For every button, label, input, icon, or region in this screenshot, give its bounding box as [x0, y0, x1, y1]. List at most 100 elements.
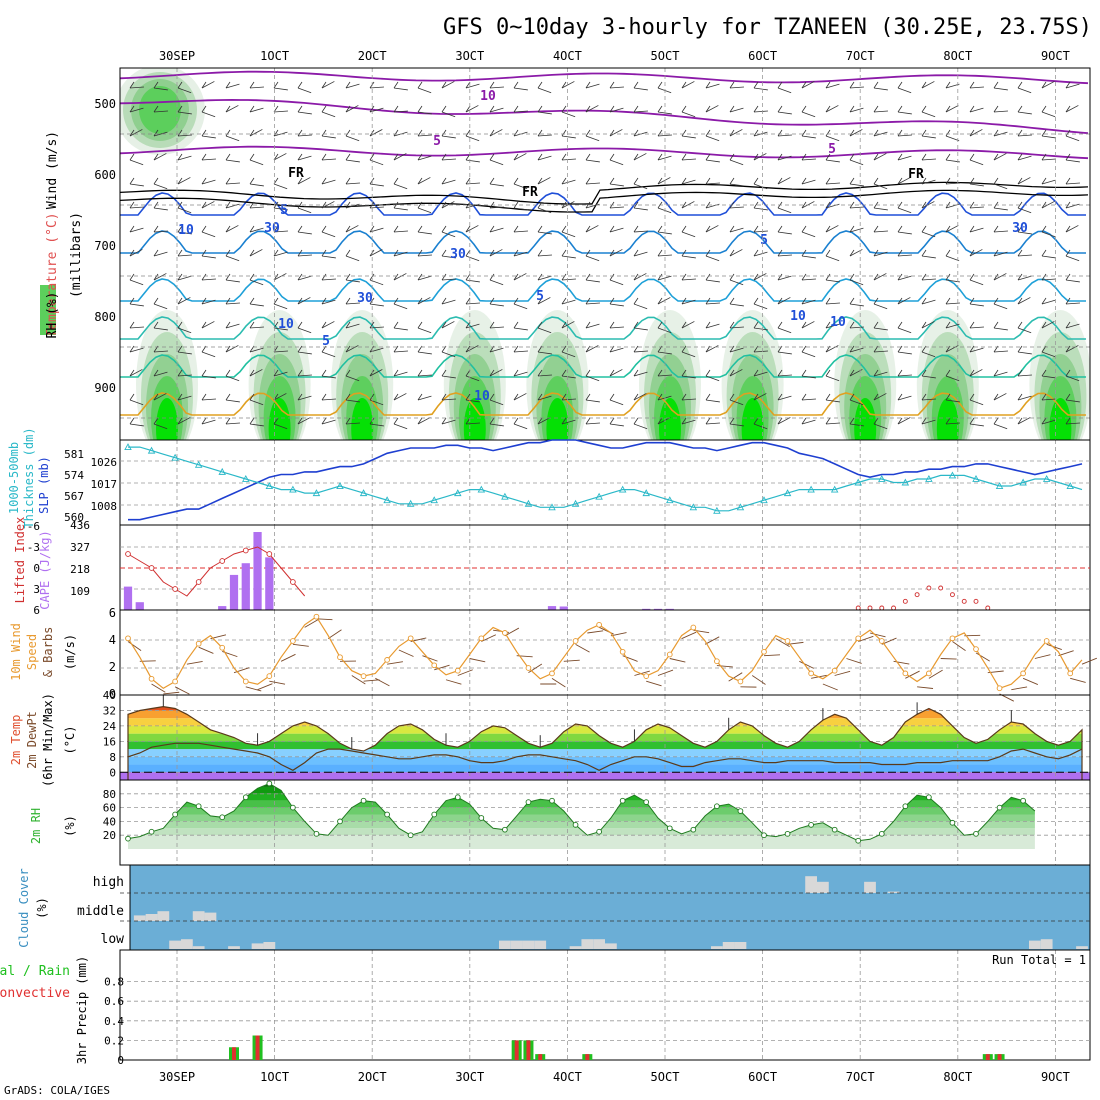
wind-barb	[1065, 375, 1080, 382]
wind-barb-flag	[369, 153, 375, 161]
wind10-barb	[1070, 677, 1086, 683]
wind-barb-flag	[153, 249, 159, 257]
wind-barb	[681, 299, 696, 305]
wind-barb	[825, 255, 840, 262]
wind-barb	[705, 422, 720, 425]
wind-barb-flag	[153, 81, 159, 89]
wind-barb-flag	[561, 105, 567, 113]
wind-barb	[657, 374, 672, 377]
wind-barb	[753, 110, 768, 113]
wind-barb	[753, 273, 767, 281]
temp2m-tick: 40	[103, 689, 116, 702]
wind10-barb	[858, 635, 874, 642]
wind-barb	[297, 134, 312, 137]
wind-barb	[201, 158, 216, 161]
wind-barb-flag	[249, 201, 255, 209]
wind-barb-flag	[129, 225, 135, 233]
wind-barb	[825, 159, 840, 163]
wind-barb	[849, 183, 864, 187]
contour-label: 5	[536, 289, 544, 304]
wind-barb	[945, 83, 960, 89]
lifted-index-line-point	[172, 586, 178, 592]
wind-barb-flag	[585, 81, 591, 89]
wind-barb	[513, 110, 528, 113]
wind-barb	[489, 86, 504, 89]
wind-barb-flag	[225, 273, 231, 281]
wind-barb-flag	[345, 177, 351, 185]
wind-barb-flag	[465, 129, 471, 137]
wind-barb-flag	[825, 105, 831, 113]
wind-barb	[1017, 207, 1032, 214]
temp-band	[128, 749, 1082, 757]
wind-barb-flag	[153, 129, 159, 137]
wind-barb	[273, 423, 288, 430]
wind-barb	[705, 375, 720, 382]
wind-barb	[129, 279, 144, 286]
wind10-barb	[528, 663, 543, 674]
wind-barb-flag	[1017, 417, 1023, 425]
wind-barb-flag	[1065, 81, 1071, 89]
wind-barb-flag	[705, 273, 711, 281]
wind-barb-flag	[633, 345, 639, 353]
wind10-barb	[151, 683, 166, 693]
rh2m-line-point	[761, 832, 767, 839]
wind-barb-flag	[753, 105, 759, 113]
wind-barb	[777, 254, 792, 257]
wind-barb-flag	[993, 177, 999, 185]
thickness-line-point	[430, 496, 438, 504]
rh-band	[128, 835, 1090, 849]
wind-barb-flag	[345, 369, 351, 377]
wind-barb-flag	[225, 369, 231, 377]
wind-barb	[873, 303, 888, 310]
wind-barb	[1017, 417, 1031, 425]
wind-barb-flag	[801, 105, 807, 113]
wind10-speed-line-point	[949, 635, 956, 642]
wind-barb-flag	[681, 225, 687, 233]
rh-blob	[156, 398, 178, 440]
wind-barb	[1041, 201, 1055, 209]
top-date-label: 9OCT	[1041, 49, 1070, 63]
wind-barb	[1041, 158, 1056, 161]
wind10-barb	[186, 660, 203, 665]
wind-barb-flag	[345, 249, 351, 257]
wind-barb	[897, 417, 911, 425]
wind-barb-flag	[201, 177, 207, 185]
thickness-line-point	[242, 475, 250, 482]
wind-barb-flag	[441, 225, 447, 233]
wind-barb	[537, 351, 552, 355]
wind-barb-flag	[873, 417, 879, 425]
wind-barb	[801, 81, 815, 89]
rh2m-line-point	[996, 804, 1003, 811]
wind-barb	[465, 255, 480, 262]
wind-barb	[609, 347, 624, 353]
wind-barb-flag	[1065, 297, 1071, 305]
slp-right-tick: 1008	[91, 500, 118, 513]
wind-barb	[561, 135, 576, 139]
wind10-speed-line	[127, 615, 1083, 690]
thickness-line-point	[1019, 478, 1027, 486]
wind10-barb	[233, 667, 250, 674]
thickness-line-point	[194, 460, 203, 468]
wind-barb-flag	[537, 81, 543, 89]
thickness-line-point	[830, 485, 839, 493]
wind-barb	[321, 321, 335, 329]
wind-barb-flag	[921, 81, 927, 89]
cloud-low-bar	[181, 939, 193, 949]
wind-barb	[777, 177, 791, 185]
wind-barb	[249, 206, 264, 209]
wind-barb-flag	[585, 105, 591, 113]
wind-barb	[417, 351, 432, 355]
rh2m-line-point	[619, 797, 626, 804]
wind-barb	[825, 83, 840, 89]
lifted-index-line-point	[219, 558, 226, 564]
panel-axis-labels: Wind (m/s) Temperature (°C) RH (%) (mill…	[0, 131, 1086, 1064]
wind10-speed-line-point	[125, 635, 131, 642]
wind-barb-flag	[345, 417, 351, 425]
thickness-line-point	[736, 503, 745, 511]
wind-barb	[945, 302, 960, 305]
wind-barb	[345, 83, 360, 89]
wind-barb-flag	[753, 153, 759, 161]
cloud-high-bar	[805, 876, 817, 893]
cape-cape-label: CAPE (J/kg)	[38, 530, 52, 609]
wind-barb-flag	[321, 177, 327, 185]
